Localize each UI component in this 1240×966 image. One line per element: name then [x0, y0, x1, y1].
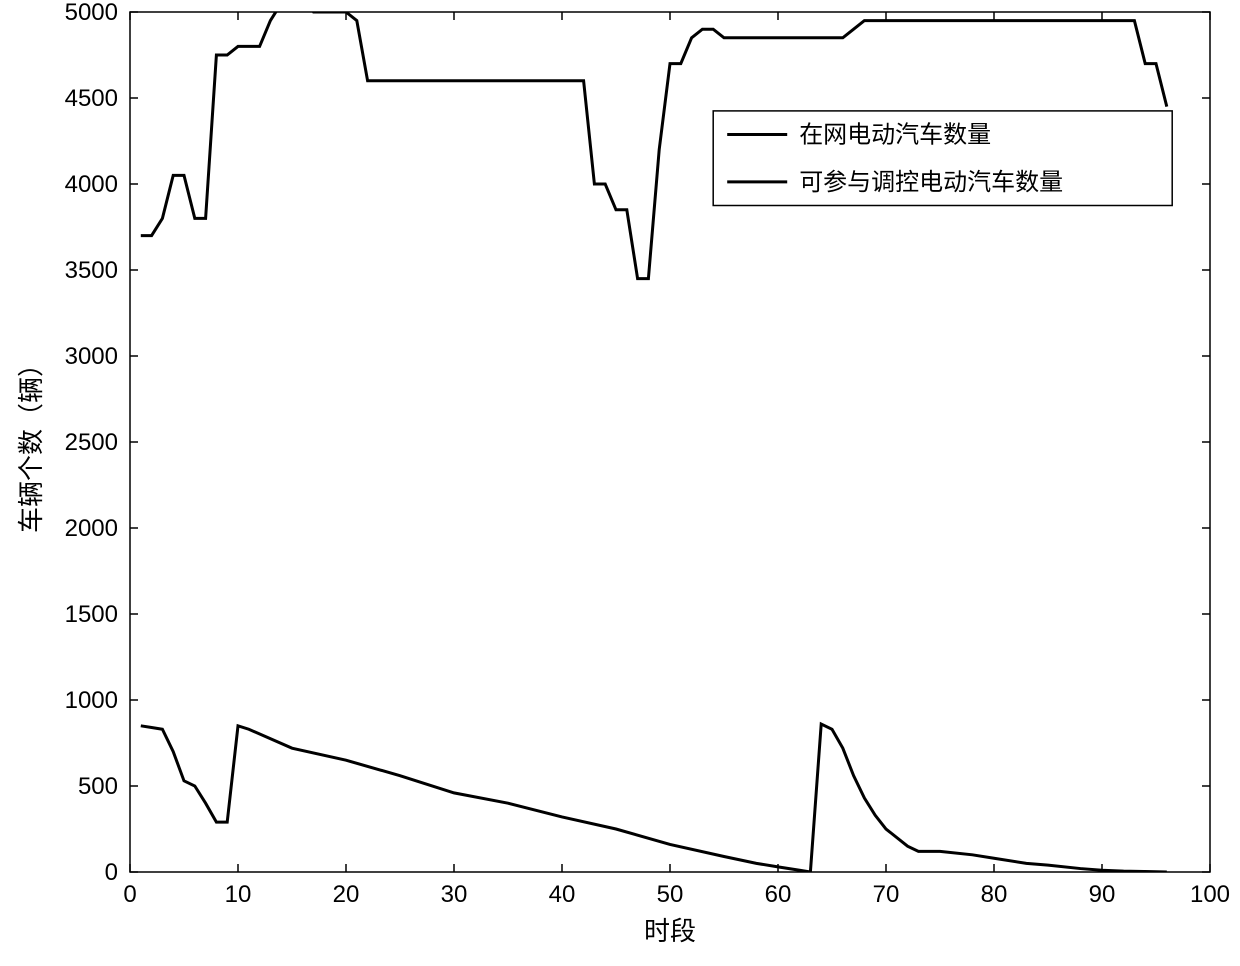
x-tick-label: 30: [441, 881, 468, 908]
y-tick-label: 3500: [65, 257, 118, 284]
y-tick-label: 1500: [65, 601, 118, 628]
y-tick-label: 1000: [65, 687, 118, 714]
x-tick-label: 80: [981, 881, 1008, 908]
y-tick-label: 4500: [65, 85, 118, 112]
x-tick-label: 90: [1089, 881, 1116, 908]
y-tick-label: 4000: [65, 171, 118, 198]
y-tick-label: 500: [78, 773, 118, 800]
chart-container: 0102030405060708090100050010001500200025…: [0, 0, 1240, 966]
legend-label: 可参与调控电动汽车数量: [799, 169, 1063, 196]
x-tick-label: 0: [123, 881, 136, 908]
y-tick-label: 2000: [65, 515, 118, 542]
line-chart: 0102030405060708090100050010001500200025…: [0, 0, 1240, 966]
x-tick-label: 10: [225, 881, 252, 908]
x-tick-label: 70: [873, 881, 900, 908]
x-tick-label: 40: [549, 881, 576, 908]
y-tick-label: 3000: [65, 343, 118, 370]
x-tick-label: 50: [657, 881, 684, 908]
x-tick-label: 60: [765, 881, 792, 908]
series-line-1: [141, 724, 1167, 872]
x-axis-title: 时段: [644, 917, 696, 946]
legend-label: 在网电动汽车数量: [799, 122, 991, 149]
y-tick-label: 0: [105, 859, 118, 886]
x-tick-label: 20: [333, 881, 360, 908]
y-tick-label: 2500: [65, 429, 118, 456]
y-tick-label: 5000: [65, 0, 118, 26]
y-axis-title: 车辆个数（辆）: [17, 351, 46, 533]
x-tick-label: 100: [1190, 881, 1230, 908]
